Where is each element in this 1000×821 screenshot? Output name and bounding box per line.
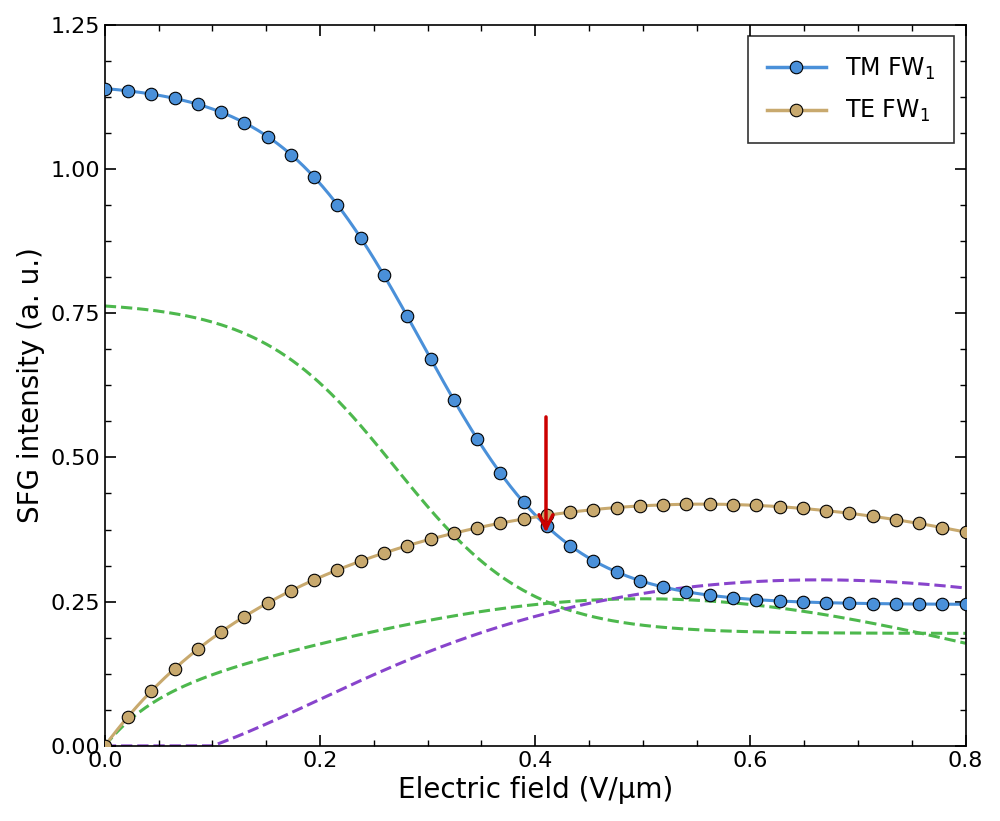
X-axis label: Electric field (V/μm): Electric field (V/μm) [398,777,673,805]
Legend: TM FW$_1$, TE FW$_1$: TM FW$_1$, TE FW$_1$ [748,36,954,143]
Y-axis label: SFG intensity (a. u.): SFG intensity (a. u.) [17,247,45,523]
